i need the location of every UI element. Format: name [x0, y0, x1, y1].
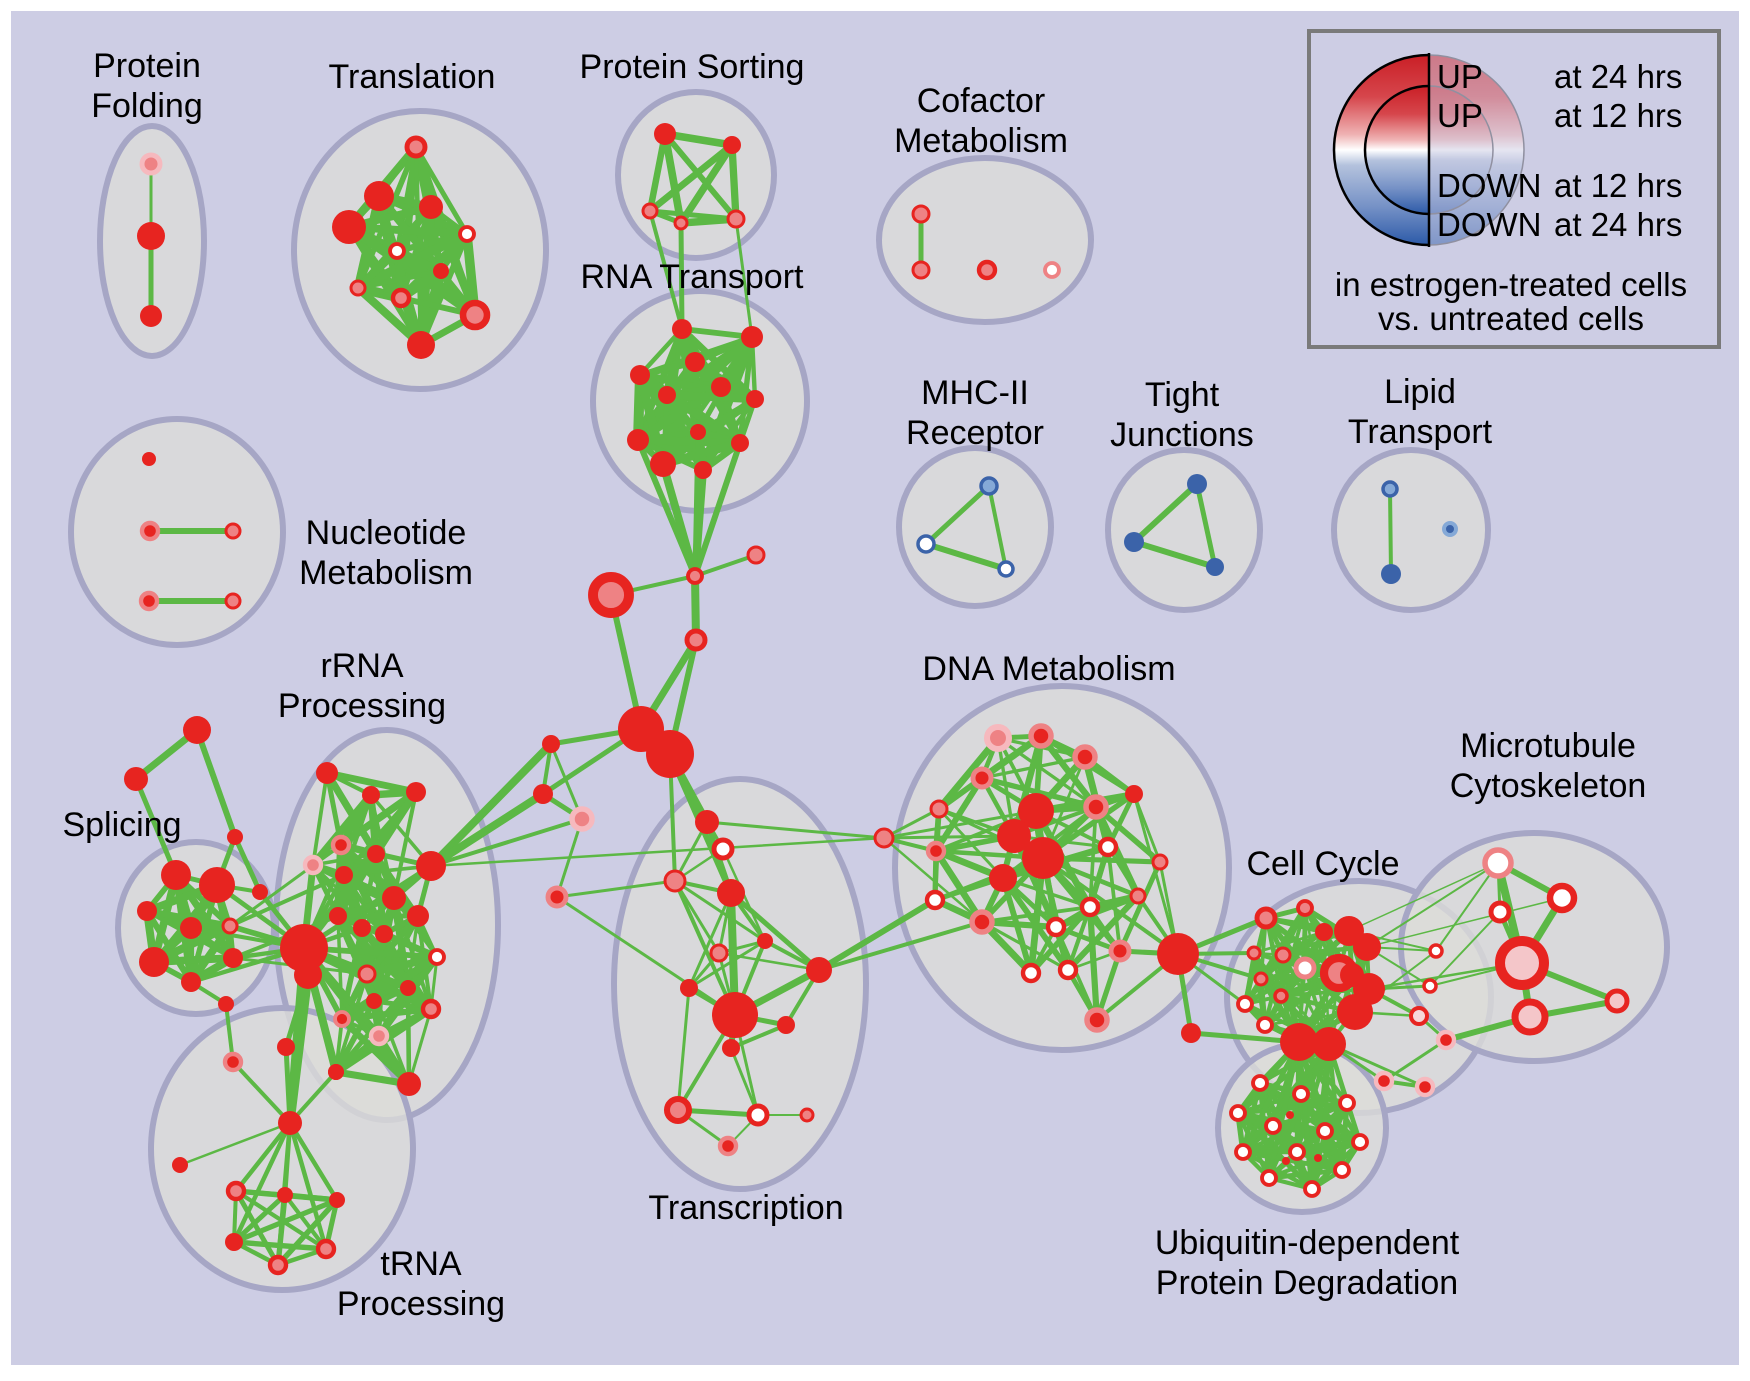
svg-text:Cofactor: Cofactor: [917, 82, 1046, 120]
svg-text:at 12 hrs: at 12 hrs: [1554, 167, 1682, 204]
svg-text:Ubiquitin-dependent: Ubiquitin-dependent: [1155, 1224, 1460, 1262]
svg-text:Protein Sorting: Protein Sorting: [580, 48, 805, 86]
svg-text:Lipid: Lipid: [1384, 373, 1456, 411]
svg-text:Metabolism: Metabolism: [299, 554, 473, 592]
svg-text:at 24 hrs: at 24 hrs: [1554, 58, 1682, 95]
svg-text:Nucleotide: Nucleotide: [306, 514, 467, 552]
svg-text:Translation: Translation: [329, 58, 496, 96]
svg-text:UP: UP: [1437, 97, 1483, 134]
svg-text:RNA Transport: RNA Transport: [581, 258, 805, 296]
svg-text:UP: UP: [1437, 58, 1483, 95]
svg-text:Cytoskeleton: Cytoskeleton: [1450, 767, 1647, 805]
svg-text:Cell Cycle: Cell Cycle: [1246, 845, 1399, 883]
svg-text:Microtubule: Microtubule: [1460, 727, 1636, 765]
svg-text:in estrogen-treated cells: in estrogen-treated cells: [1335, 266, 1687, 303]
svg-text:tRNA: tRNA: [380, 1245, 462, 1283]
svg-text:Metabolism: Metabolism: [894, 122, 1068, 160]
svg-text:MHC-II: MHC-II: [921, 374, 1029, 412]
svg-text:Splicing: Splicing: [62, 806, 181, 844]
svg-text:Junctions: Junctions: [1110, 416, 1254, 454]
svg-text:at 24 hrs: at 24 hrs: [1554, 206, 1682, 243]
svg-text:Processing: Processing: [278, 687, 446, 725]
svg-text:Transcription: Transcription: [648, 1189, 843, 1227]
svg-text:Folding: Folding: [91, 87, 203, 125]
svg-text:Protein Degradation: Protein Degradation: [1156, 1264, 1458, 1302]
svg-text:Processing: Processing: [337, 1285, 505, 1323]
svg-text:Receptor: Receptor: [906, 414, 1044, 452]
svg-text:rRNA: rRNA: [320, 647, 403, 685]
svg-text:at 12 hrs: at 12 hrs: [1554, 97, 1682, 134]
svg-text:DOWN: DOWN: [1437, 167, 1541, 204]
svg-text:DNA Metabolism: DNA Metabolism: [922, 650, 1175, 688]
svg-text:Transport: Transport: [1348, 413, 1493, 451]
svg-text:Protein: Protein: [93, 47, 201, 85]
svg-text:Tight: Tight: [1145, 376, 1220, 414]
svg-text:DOWN: DOWN: [1437, 206, 1541, 243]
svg-text:vs. untreated cells: vs. untreated cells: [1378, 300, 1644, 337]
